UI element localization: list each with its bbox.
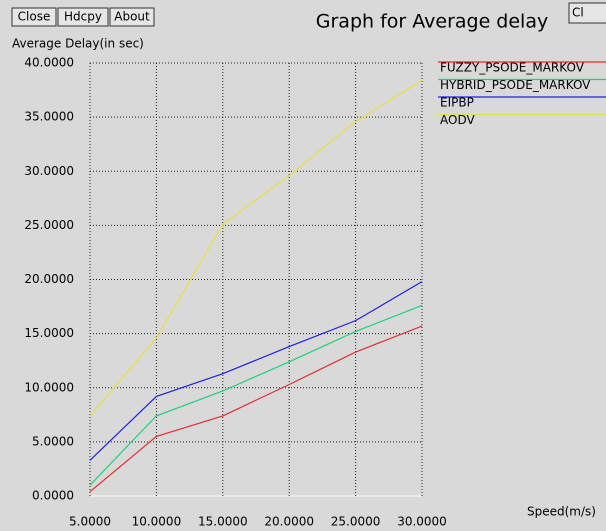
chart-title: Graph for Average delay: [316, 11, 548, 33]
y-axis-label: Average Delay(in sec): [12, 37, 144, 51]
y-tick-label: 30.0000: [24, 164, 74, 178]
y-tick-label: 5.0000: [32, 434, 74, 448]
x-tick-label: 5.0000: [69, 515, 111, 529]
x-tick-label: 10.0000: [132, 515, 182, 529]
legend-label: HYBRID_PSODE_MARKOV: [440, 78, 591, 92]
data-line: [89, 281, 423, 461]
y-tick-label: 25.0000: [24, 218, 74, 232]
y-tick-label: 15.0000: [24, 326, 74, 340]
data-line: [89, 79, 423, 417]
button[interactable]: Hdcpy: [57, 7, 109, 27]
button-label[interactable]: Close: [18, 10, 51, 24]
x-tick-label: 30.0000: [397, 515, 447, 529]
x-tick-label: 15.0000: [198, 515, 248, 529]
y-tick-label: 0.0000: [32, 489, 74, 503]
y-tick-label: 35.0000: [24, 110, 74, 124]
y-tick-label: 20.0000: [24, 272, 74, 286]
button-label[interactable]: Cl: [572, 6, 584, 20]
button[interactable]: Close: [11, 7, 57, 27]
button[interactable]: About: [109, 7, 155, 27]
button-label[interactable]: Hdcpy: [64, 10, 102, 24]
data-line: [89, 325, 423, 493]
y-tick-label: 40.0000: [24, 56, 74, 70]
x-axis-label: Speed(m/s): [527, 505, 596, 519]
x-tick-label: 20.0000: [264, 515, 314, 529]
data-line: [89, 304, 423, 486]
legend-label: AODV: [440, 113, 475, 127]
y-tick-label: 10.0000: [24, 380, 74, 394]
x-tick-label: 25.0000: [331, 515, 381, 529]
legend-label: FUZZY_PSODE_MARKOV: [440, 61, 585, 75]
button[interactable]: Cl: [568, 2, 606, 24]
legend-label: EIPBP: [440, 96, 474, 110]
button-label[interactable]: About: [114, 10, 150, 24]
